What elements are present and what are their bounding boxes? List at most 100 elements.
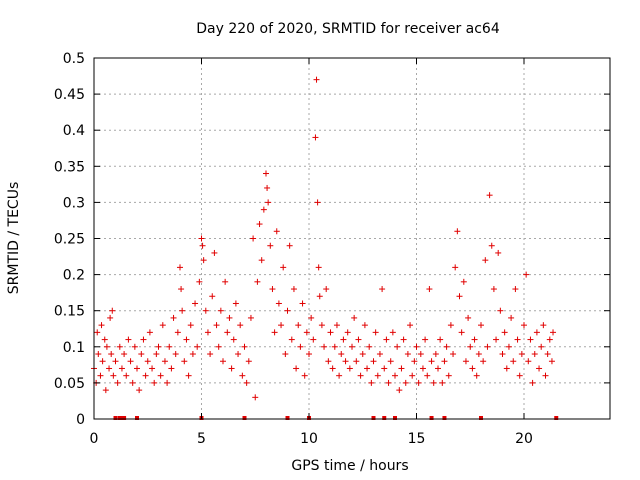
data-point (101, 336, 108, 343)
data-point (325, 358, 332, 365)
data-point (490, 286, 497, 293)
data-point (376, 351, 383, 358)
data-point (114, 379, 121, 386)
data-point (164, 379, 171, 386)
baseline-mark (242, 416, 247, 420)
data-point (220, 358, 226, 365)
y-tick-label: 0.5 (63, 51, 85, 67)
data-point (198, 235, 205, 242)
data-point (235, 351, 242, 358)
data-point (269, 286, 276, 293)
data-point (486, 192, 493, 199)
baseline-mark (554, 416, 559, 420)
x-axis-label: GPS time / hours (291, 458, 408, 474)
data-point (548, 358, 555, 365)
y-tick-label: 0.1 (63, 340, 85, 356)
baseline-mark (382, 416, 387, 420)
baseline-mark (119, 416, 124, 420)
data-point (544, 351, 551, 358)
data-point (540, 322, 547, 329)
data-point (95, 351, 102, 358)
data-point (381, 365, 388, 372)
data-point (187, 322, 194, 329)
data-point (172, 351, 179, 358)
data-point (512, 286, 519, 293)
baseline-mark (122, 416, 127, 420)
data-point (473, 372, 480, 379)
data-point (314, 199, 321, 206)
data-point (142, 372, 149, 379)
data-point (536, 365, 543, 372)
data-point (226, 314, 233, 321)
data-point (183, 336, 190, 343)
data-point (359, 351, 366, 358)
data-point (213, 322, 220, 329)
y-tick-label: 0.35 (54, 159, 85, 175)
baseline-mark (393, 416, 397, 420)
data-point (260, 206, 267, 213)
data-point (303, 329, 310, 336)
y-axis-label: SRMTID / TECUs (6, 182, 22, 295)
data-point (495, 249, 502, 256)
data-point (245, 358, 252, 365)
data-point (116, 343, 123, 350)
data-point (452, 264, 459, 271)
data-point (316, 293, 323, 300)
data-point (441, 358, 448, 365)
data-point (351, 314, 358, 321)
data-point (129, 379, 136, 386)
data-point (437, 336, 444, 343)
data-point (336, 372, 343, 379)
data-point (134, 365, 140, 372)
data-point (523, 271, 530, 278)
data-point (361, 322, 368, 329)
data-point (353, 358, 360, 365)
data-point (456, 293, 463, 300)
data-point (125, 336, 132, 343)
x-tick-label: 20 (515, 431, 533, 447)
data-point (318, 322, 325, 329)
data-point (538, 343, 545, 350)
data-point (480, 358, 487, 365)
data-point (527, 336, 534, 343)
data-point (402, 379, 409, 386)
data-point (263, 170, 269, 177)
baseline-mark (113, 416, 118, 420)
data-point (426, 286, 433, 293)
data-point (174, 329, 181, 336)
data-point (465, 314, 472, 321)
data-point (237, 322, 244, 329)
data-point (312, 134, 319, 141)
data-point (151, 379, 158, 386)
data-point (370, 358, 377, 365)
x-tick-label: 5 (197, 431, 206, 447)
data-point (374, 372, 381, 379)
data-point (181, 358, 188, 365)
data-point (94, 329, 101, 336)
data-point (161, 358, 168, 365)
y-tick-label: 0.45 (54, 87, 85, 103)
data-point (297, 343, 304, 350)
data-point (168, 365, 175, 372)
data-point (178, 286, 185, 293)
data-point (439, 379, 446, 386)
data-point (99, 358, 106, 365)
data-point (499, 351, 506, 358)
data-point (338, 351, 345, 358)
data-point (462, 358, 469, 365)
data-point (109, 307, 116, 314)
y-tick-label: 0.05 (54, 376, 85, 392)
data-point (217, 307, 224, 314)
data-point (138, 351, 145, 358)
data-point (202, 307, 209, 314)
grid-lines (94, 58, 610, 419)
data-point (293, 365, 300, 372)
data-point (404, 351, 411, 358)
data-point (230, 336, 237, 343)
plot-frame (93, 57, 611, 420)
data-point (102, 387, 109, 394)
data-point (232, 300, 239, 307)
data-point (290, 286, 297, 293)
data-point (192, 300, 199, 307)
